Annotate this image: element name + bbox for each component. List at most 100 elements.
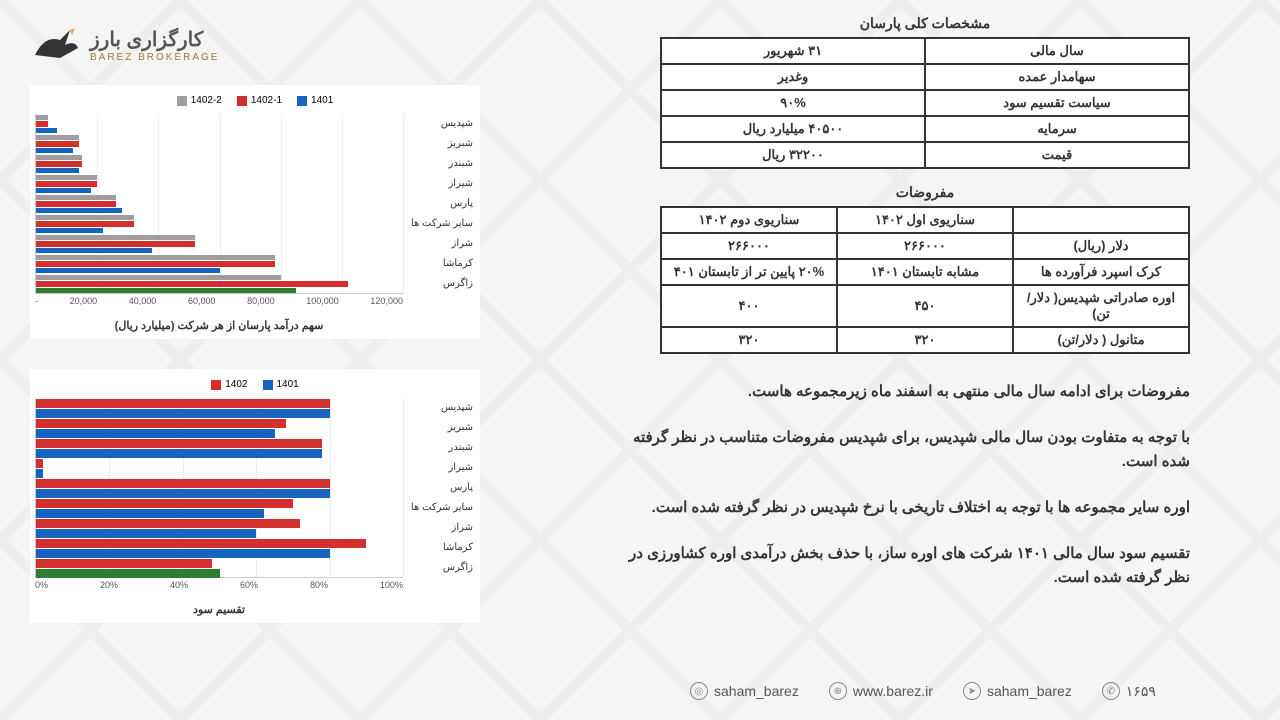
table-cell: ۳۱ شهریور xyxy=(661,38,925,64)
table-cell: ۲۰% پایین تر از تابستان ۴۰۱ xyxy=(661,259,837,285)
bar xyxy=(36,115,48,121)
table-cell: سال مالی xyxy=(925,38,1189,64)
bar xyxy=(36,255,275,261)
table-cell: کرک اسپرد فرآورده ها xyxy=(1013,259,1189,285)
xtick-label: 120,000 xyxy=(370,296,403,314)
legend-label: 1402-1 xyxy=(251,95,282,106)
legend-color xyxy=(263,380,273,390)
bar xyxy=(36,208,122,214)
table-cell: ۳۲۰ xyxy=(837,327,1013,353)
bar xyxy=(36,275,281,281)
table1-title: مشخصات کلی پارسان xyxy=(660,15,1190,32)
bar-row xyxy=(36,558,403,578)
note-text: با توجه به متفاوت بودن سال مالی شپدیس، ب… xyxy=(620,426,1190,474)
table-cell: دلار (ریال) xyxy=(1013,233,1189,259)
dividend-chart: 1402 1401 شپدیسشبریزشبندرشیرازپارسسایر شر… xyxy=(30,369,480,623)
table-cell: سیاست تقسیم سود xyxy=(925,90,1189,116)
table-cell: ۳۲۲۰۰ ریال xyxy=(661,142,925,168)
instagram-link[interactable]: ◎saham_barez xyxy=(690,682,799,700)
phone-link[interactable]: ✆۱۶۵۹ xyxy=(1102,682,1156,700)
revenue-chart: 1402-21402-11401 شپدیسشبریزشبندرشیرازپار… xyxy=(30,85,480,339)
note-text: اوره سایر مجموعه ها با توجه به اختلاف تا… xyxy=(620,496,1190,520)
table-cell: اوره صادراتی شپدیس( دلار/تن) xyxy=(1013,285,1189,327)
bar-row xyxy=(36,478,403,498)
xtick-label: 60,000 xyxy=(188,296,216,314)
category-label: شبندر xyxy=(405,154,475,174)
telegram-link[interactable]: ➤saham_barez xyxy=(963,682,1072,700)
table-cell: سرمایه xyxy=(925,116,1189,142)
bar xyxy=(36,449,322,458)
xtick-label: 0% xyxy=(35,580,48,598)
category-label: پارس xyxy=(405,194,475,214)
legend-label: 1401 xyxy=(277,379,299,390)
table-header: سناریوی اول ۱۴۰۲ xyxy=(837,207,1013,233)
bar xyxy=(36,479,330,488)
bar xyxy=(36,121,48,127)
phone-icon: ✆ xyxy=(1102,682,1120,700)
bar xyxy=(36,168,79,174)
bar xyxy=(36,261,275,267)
bar xyxy=(36,135,79,141)
xtick-label: 40,000 xyxy=(129,296,157,314)
legend-color xyxy=(211,380,221,390)
bar-row xyxy=(36,214,403,234)
table-cell: ۹۰% xyxy=(661,90,925,116)
social-links: ◎saham_barez ⊕www.barez.ir ➤saham_barez … xyxy=(690,682,1190,700)
xtick-label: 60% xyxy=(240,580,258,598)
notes: مفروضات برای ادامه سال مالی منتهی به اسف… xyxy=(620,380,1190,612)
bar xyxy=(36,148,73,154)
chart1-xaxis: -20,00040,00060,00080,000100,000120,000 xyxy=(35,296,403,314)
bar xyxy=(36,499,293,508)
table-cell: ۴۵۰ xyxy=(837,285,1013,327)
bar xyxy=(36,181,97,187)
bar-row xyxy=(36,254,403,274)
note-text: مفروضات برای ادامه سال مالی منتهی به اسف… xyxy=(620,380,1190,404)
bar xyxy=(36,489,330,498)
bar xyxy=(36,529,256,538)
category-label: شیراز xyxy=(405,174,475,194)
bar xyxy=(36,268,220,274)
bar xyxy=(36,469,43,478)
bar-row xyxy=(36,194,403,214)
legend-label: 1402-2 xyxy=(191,95,222,106)
category-label: کرماشا xyxy=(405,538,475,558)
bar xyxy=(36,228,103,234)
bar-row xyxy=(36,538,403,558)
logo-text-en: BAREZ BROKERAGE xyxy=(90,52,219,63)
specs-table: سال مالی۳۱ شهریورسهامدار عمدهوغدیرسیاست … xyxy=(660,37,1190,169)
category-label: شراز xyxy=(405,518,475,538)
bar xyxy=(36,155,82,161)
legend-item: 1401 xyxy=(263,379,299,390)
bar xyxy=(36,195,116,201)
grid-line xyxy=(403,398,404,577)
bar-row xyxy=(36,498,403,518)
bar xyxy=(36,288,296,294)
category-label: شبندر xyxy=(405,438,475,458)
chart2-yaxis: شپدیسشبریزشبندرشیرازپارسسایر شرکت هاشراز… xyxy=(405,398,475,578)
xtick-label: 100,000 xyxy=(306,296,339,314)
table-cell: ۴۰۵۰۰ میلیارد ریال xyxy=(661,116,925,142)
table-cell: ۲۶۶۰۰۰ xyxy=(837,233,1013,259)
bar xyxy=(36,559,212,568)
legend-label: 1402 xyxy=(225,379,247,390)
note-text: تقسیم سود سال مالی ۱۴۰۱ شرکت های اوره سا… xyxy=(620,542,1190,590)
bar-row xyxy=(36,154,403,174)
table-cell: سهامدار عمده xyxy=(925,64,1189,90)
bar-row xyxy=(36,438,403,458)
bar xyxy=(36,188,91,194)
bar-row xyxy=(36,274,403,294)
table-cell: ۴۰۰ xyxy=(661,285,837,327)
category-label: شبریز xyxy=(405,134,475,154)
bar xyxy=(36,419,286,428)
category-label: سایر شرکت ها xyxy=(405,498,475,518)
bar-row xyxy=(36,174,403,194)
logo-text-fa: کارگزاری بارز xyxy=(90,27,219,52)
xtick-label: 20,000 xyxy=(70,296,98,314)
web-link[interactable]: ⊕www.barez.ir xyxy=(829,682,933,700)
bar xyxy=(36,248,152,254)
category-label: شیراز xyxy=(405,458,475,478)
table-header xyxy=(1013,207,1189,233)
bar-row xyxy=(36,398,403,418)
legend-color xyxy=(237,96,247,106)
xtick-label: 100% xyxy=(380,580,403,598)
